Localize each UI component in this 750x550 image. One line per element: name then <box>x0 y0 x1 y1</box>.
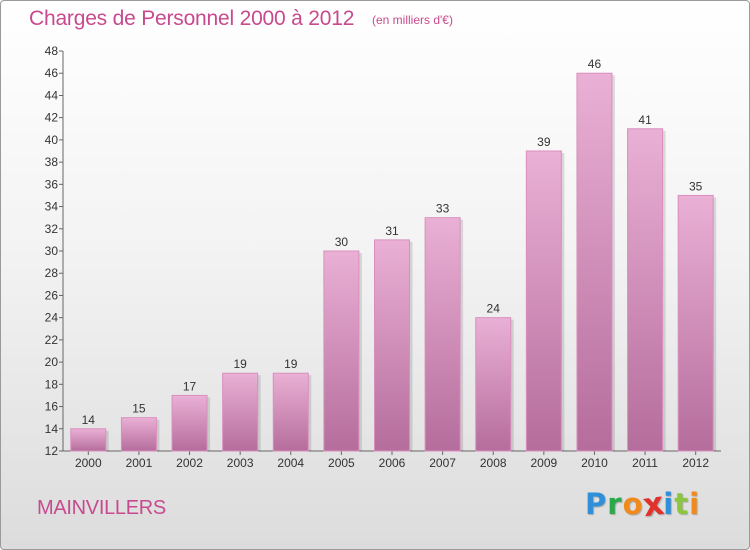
data-label: 41 <box>638 113 652 127</box>
x-tick-label: 2001 <box>126 456 153 470</box>
x-tick-label: 2007 <box>429 456 456 470</box>
bar-2005 <box>323 250 360 452</box>
x-tick-label: 2004 <box>277 456 304 470</box>
data-label: 19 <box>233 357 247 371</box>
data-label: 31 <box>385 224 399 238</box>
data-label: 35 <box>689 179 703 193</box>
logo-letter: P <box>585 487 608 521</box>
x-tick-label: 2012 <box>682 456 709 470</box>
y-tick-label: 48 <box>45 44 59 58</box>
y-tick-label: 24 <box>45 311 59 325</box>
y-tick-label: 36 <box>45 177 59 191</box>
logo-letter: x <box>640 483 667 525</box>
bar-2002 <box>171 394 208 452</box>
logo-letter: i <box>663 487 675 521</box>
y-tick-label: 34 <box>45 200 59 214</box>
x-tick-label: 2002 <box>176 456 203 470</box>
x-tick-label: 2003 <box>227 456 254 470</box>
x-tick-label: 2009 <box>530 456 557 470</box>
logo-letter: i <box>689 487 701 521</box>
chart-subtitle: (en milliers d'€) <box>372 13 453 27</box>
y-tick-label: 18 <box>45 377 59 391</box>
bar-2000 <box>70 428 107 452</box>
bar-2011 <box>627 128 664 452</box>
bar-2012 <box>677 194 714 452</box>
y-tick-label: 14 <box>45 422 59 436</box>
logo-letter: o <box>622 487 644 521</box>
y-tick-label: 12 <box>45 444 59 458</box>
chart-title: Charges de Personnel 2000 à 2012 <box>29 7 355 30</box>
y-tick-label: 26 <box>45 288 59 302</box>
y-tick-label: 30 <box>45 244 59 258</box>
x-tick-label: 2011 <box>632 456 658 470</box>
y-tick-label: 20 <box>45 355 59 369</box>
data-label: 39 <box>537 135 551 149</box>
x-tick-label: 2000 <box>75 456 102 470</box>
y-tick-label: 22 <box>45 333 59 347</box>
data-label: 30 <box>335 235 349 249</box>
y-tick-label: 32 <box>45 222 59 236</box>
y-tick-label: 46 <box>45 66 59 80</box>
x-tick-label: 2008 <box>480 456 507 470</box>
bar-2007 <box>424 217 461 452</box>
bar-2008 <box>475 317 512 452</box>
data-label: 17 <box>183 379 197 393</box>
data-label: 33 <box>436 202 450 216</box>
y-tick-label: 38 <box>45 155 59 169</box>
data-label: 15 <box>132 402 146 416</box>
y-tick-label: 40 <box>45 133 59 147</box>
y-tick-label: 44 <box>45 88 59 102</box>
commune-name: MAINVILLERS <box>37 497 166 519</box>
bar-2004 <box>272 372 309 452</box>
logo-letter: t <box>674 487 690 521</box>
chart-bars <box>70 72 717 452</box>
data-label: 24 <box>487 302 501 316</box>
bar-2010 <box>576 72 613 452</box>
data-label: 19 <box>284 357 298 371</box>
chart-data-labels: 14 15 17 19 19 30 31 33 24 39 46 41 35 <box>82 57 703 427</box>
y-tick-label: 16 <box>45 400 59 414</box>
data-label: 46 <box>588 57 602 71</box>
y-tick-label: 28 <box>45 266 59 280</box>
proxiti-logo[interactable]: Proxiti <box>585 483 701 525</box>
bar-2006 <box>374 239 410 452</box>
bar-2003 <box>222 372 259 452</box>
x-tick-label: 2005 <box>328 456 355 470</box>
logo-letter: r <box>607 487 623 521</box>
bar-2001 <box>120 417 157 452</box>
bar-2009 <box>525 150 562 452</box>
y-tick-label: 42 <box>45 111 59 125</box>
x-tick-label: 2010 <box>581 456 608 470</box>
x-tick-label: 2006 <box>379 456 406 470</box>
data-label: 14 <box>82 413 96 427</box>
